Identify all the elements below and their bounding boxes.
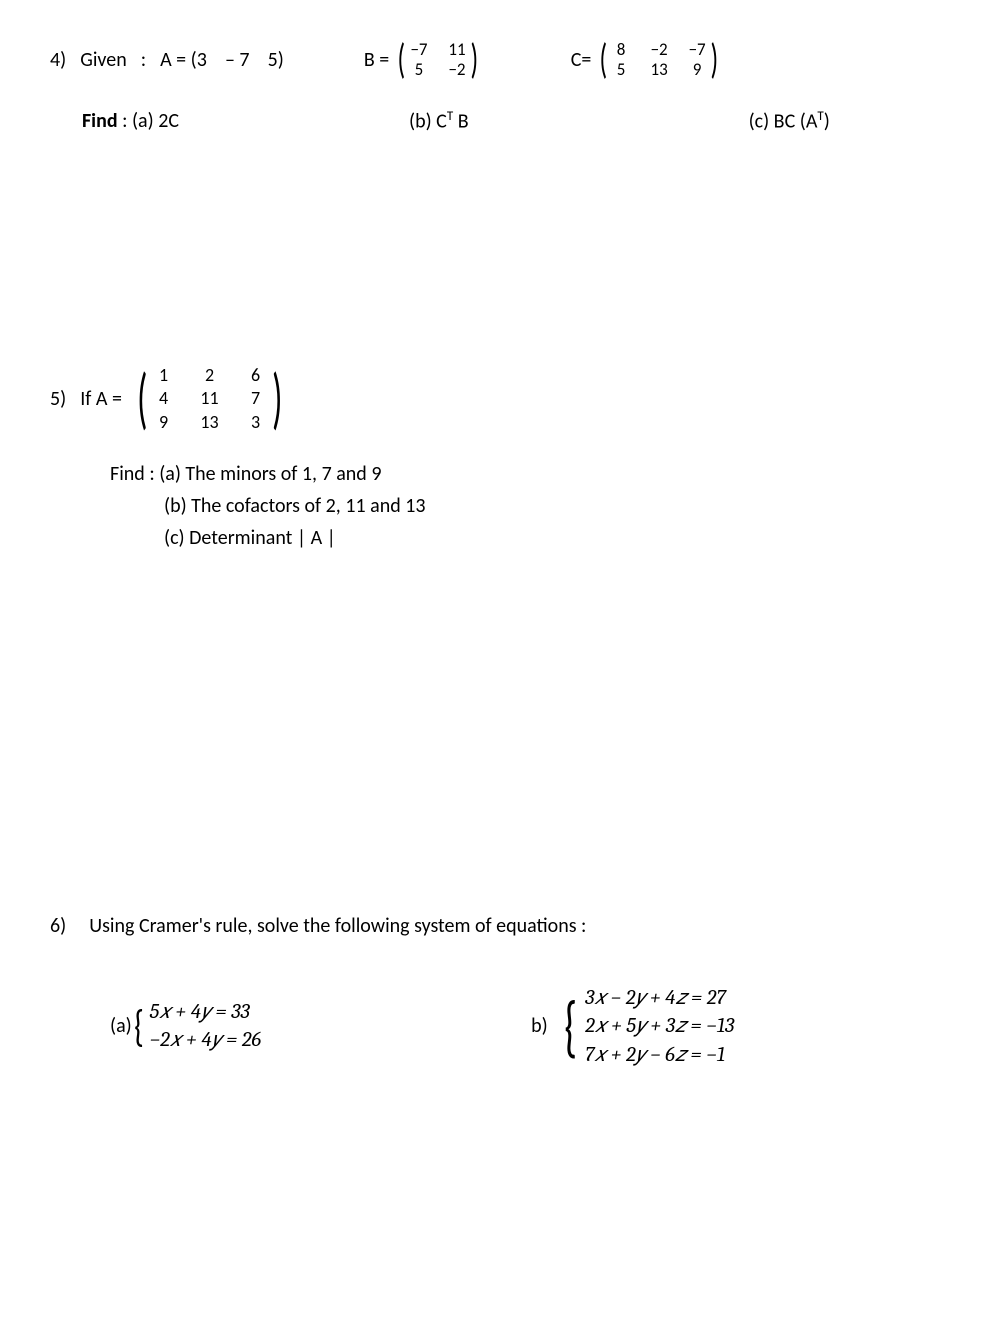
colon: :: [122, 109, 132, 133]
matrix-row: 4 11 7: [153, 387, 267, 410]
paren-left: (: [137, 377, 147, 421]
cell: 9: [686, 60, 708, 80]
q4-given-block: 4) Given : A = (3 – 7 5): [50, 48, 284, 72]
paren-right: ): [471, 45, 479, 74]
q6-number: 6): [50, 914, 66, 938]
cell: 11: [199, 387, 221, 410]
cell: −7: [408, 40, 430, 60]
cell: 2: [199, 364, 221, 387]
find-b-suffix: B: [453, 110, 468, 134]
q5-sub-b: (b) The cofactors of 2, 11 and 13: [110, 490, 958, 522]
q6-prompt-row: 6) Using Cramer's rule, solve the follow…: [50, 914, 958, 938]
q4-matrix-a: A = (3 – 7 5): [160, 48, 284, 72]
q4-c-label: C=: [571, 48, 592, 72]
matrix-body: 1 2 6 4 11 7 9 13 3: [153, 364, 267, 434]
q4-given-row: 4) Given : A = (3 – 7 5) B = ( −7 11 5: [50, 40, 958, 79]
q4-given-label: Given: [80, 48, 127, 72]
eq-body: 3𝑥 − 2𝑦 + 4𝑧 = 27 2𝑥 + 5𝑦 + 3𝑧 = −13 7𝑥 …: [585, 984, 734, 1069]
brace-left: {: [564, 1003, 577, 1051]
cell: 13: [199, 411, 221, 434]
cell: −2: [648, 40, 670, 60]
matrix-row: 9 13 3: [153, 411, 267, 434]
question-4: 4) Given : A = (3 – 7 5) B = ( −7 11 5: [50, 40, 958, 134]
q4-find-b: (b) CT B: [409, 109, 469, 134]
q6a-label: (a): [110, 1014, 132, 1038]
question-6: 6) Using Cramer's rule, solve the follow…: [50, 914, 958, 1069]
cell: 9: [153, 411, 175, 434]
find-label: Find: [82, 109, 118, 133]
cell: 8: [610, 40, 632, 60]
paren-right: ): [272, 377, 282, 421]
find-c-suffix: ): [824, 110, 830, 134]
q4-b-label: B =: [364, 48, 389, 72]
q6-prompt: Using Cramer's rule, solve the following…: [89, 914, 586, 938]
q5-sub-c: (c) Determinant | A |: [110, 522, 958, 554]
matrix-row: 8 −2 −7: [610, 40, 708, 60]
cell: 3: [245, 411, 267, 434]
cell: 5: [610, 60, 632, 80]
eq-line: 5𝑥 + 4𝑦 = 33: [150, 998, 262, 1026]
q4-matrix-b-block: B = ( −7 11 5 −2 ): [364, 40, 481, 79]
q4-number: 4): [50, 48, 66, 72]
brace-left: {: [134, 1009, 144, 1044]
question-5: 5) If A = ( 1 2 6 4 11 7 9 13 3: [50, 364, 958, 554]
cell: −7: [686, 40, 708, 60]
paren-left: (: [600, 45, 608, 74]
cell: 11: [446, 40, 468, 60]
matrix-body: −7 11 5 −2: [408, 40, 468, 79]
matrix-row: 5 −2: [408, 60, 468, 80]
q4-find-row: Find : (a) 2C (b) CT B (c) BC (AT): [50, 109, 958, 134]
matrix-row: 5 13 9: [610, 60, 708, 80]
matrix-body: 8 −2 −7 5 13 9: [610, 40, 708, 79]
q6-system-a: (a) { 5𝑥 + 4𝑦 = 33 −2𝑥 + 4𝑦 = 26: [110, 998, 261, 1055]
cell: 7: [245, 387, 267, 410]
q4-matrix-c-block: C= ( 8 −2 −7 5 13 9 ): [571, 40, 721, 79]
cell: 1: [153, 364, 175, 387]
paren-right: ): [711, 45, 719, 74]
matrix-row: 1 2 6: [153, 364, 267, 387]
cell: 6: [245, 364, 267, 387]
q4-find-a: Find : (a) 2C: [82, 109, 179, 133]
q5-sub-a: Find : (a) The minors of 1, 7 and 9: [110, 458, 958, 490]
eq-line: 2𝑥 + 5𝑦 + 3𝑧 = −13: [585, 1012, 734, 1040]
cell: 5: [408, 60, 430, 80]
cell: 13: [648, 60, 670, 80]
q6-systems: (a) { 5𝑥 + 4𝑦 = 33 −2𝑥 + 4𝑦 = 26 b) { 3𝑥…: [50, 984, 958, 1069]
cell: −2: [446, 60, 468, 80]
q4-matrix-b: ( −7 11 5 −2 ): [395, 40, 481, 79]
q5-if-label: If A =: [80, 387, 122, 411]
q5-number: 5): [50, 387, 66, 411]
q5-matrix-a: ( 1 2 6 4 11 7 9 13 3 ): [132, 364, 287, 434]
find-c-prefix: (c) BC (A: [749, 110, 818, 134]
eq-body: 5𝑥 + 4𝑦 = 33 −2𝑥 + 4𝑦 = 26: [150, 998, 262, 1055]
cell: 4: [153, 387, 175, 410]
q4-find-c: (c) BC (AT): [749, 109, 830, 134]
find-a-text: (a) 2C: [132, 109, 179, 133]
q5-subparts: Find : (a) The minors of 1, 7 and 9 (b) …: [50, 458, 958, 554]
q4-matrix-c: ( 8 −2 −7 5 13 9 ): [597, 40, 721, 79]
find-b-prefix: (b) C: [409, 110, 447, 134]
paren-left: (: [398, 45, 406, 74]
q4-colon: :: [141, 48, 146, 72]
q6-system-b: b) { 3𝑥 − 2𝑦 + 4𝑧 = 27 2𝑥 + 5𝑦 + 3𝑧 = −1…: [531, 984, 734, 1069]
matrix-row: −7 11: [408, 40, 468, 60]
eq-line: 7𝑥 + 2𝑦 − 6𝑧 = −1: [585, 1041, 734, 1069]
eq-line: −2𝑥 + 4𝑦 = 26: [150, 1026, 262, 1054]
eq-line: 3𝑥 − 2𝑦 + 4𝑧 = 27: [585, 984, 734, 1012]
q6b-label: b): [531, 1014, 548, 1038]
q5-header: 5) If A = ( 1 2 6 4 11 7 9 13 3: [50, 364, 958, 434]
